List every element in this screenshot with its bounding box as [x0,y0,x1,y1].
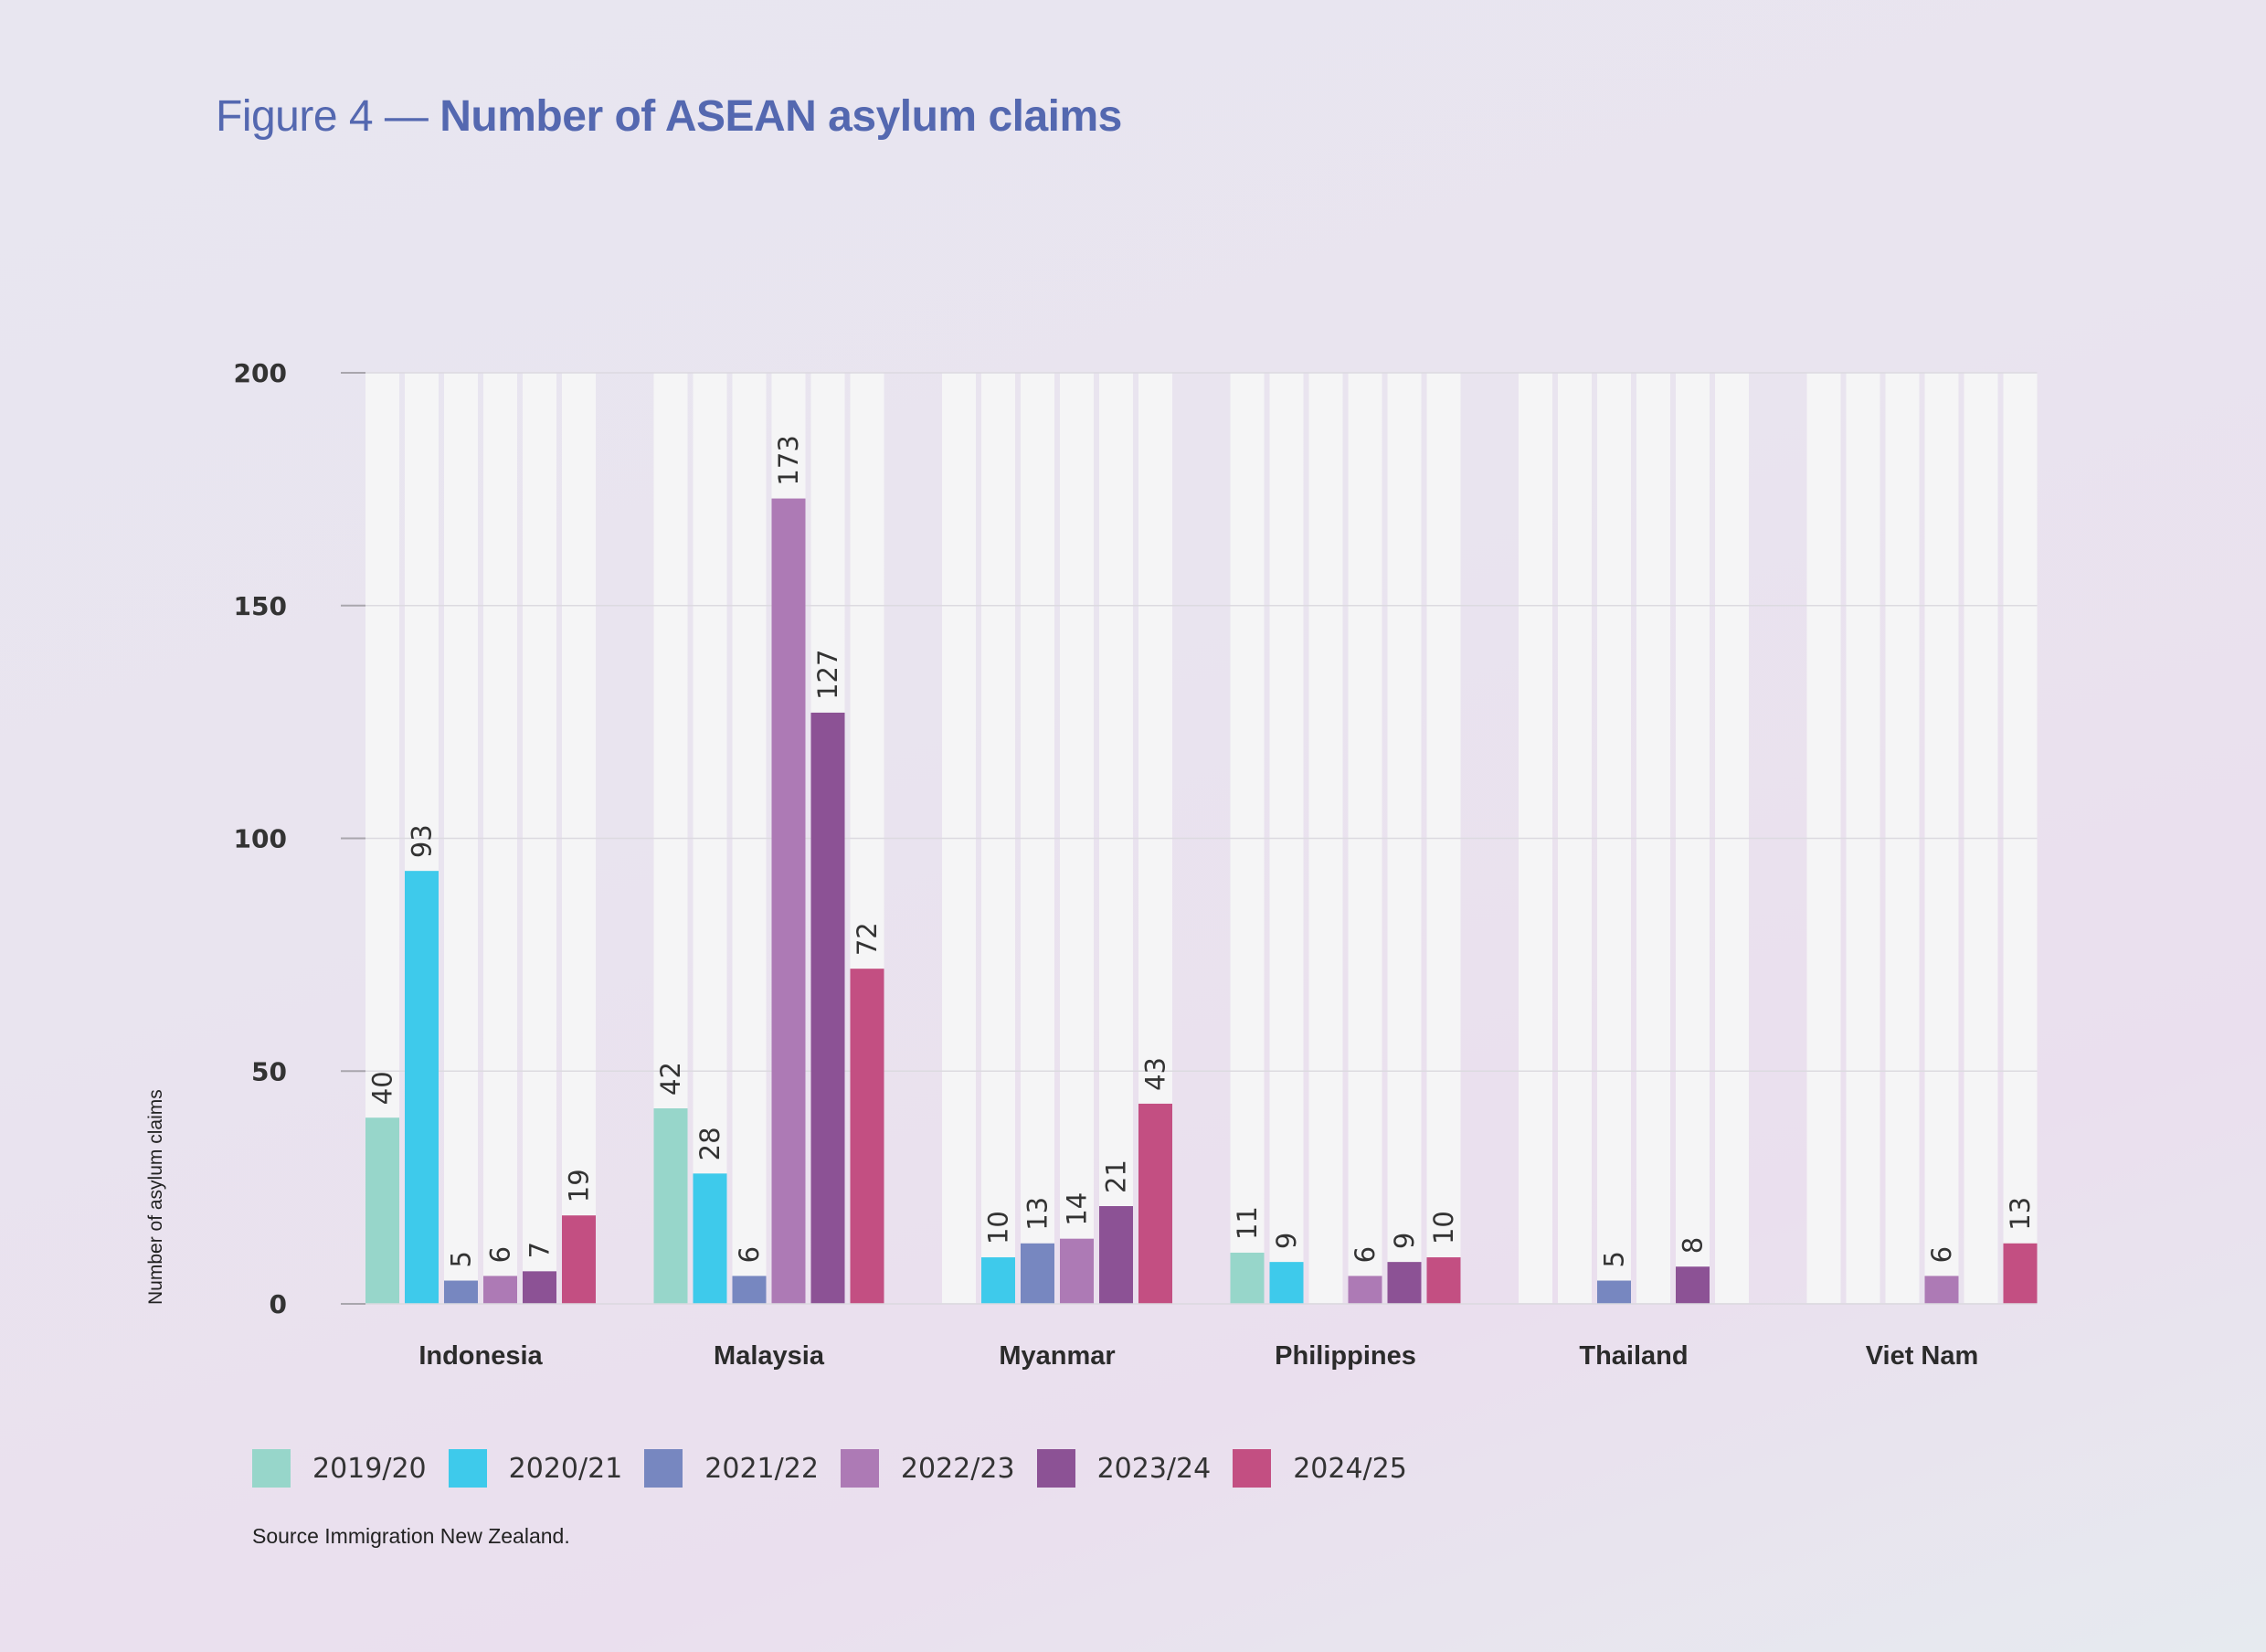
data-label: 127 [812,650,843,700]
y-tick-label: 200 [234,358,287,388]
legend-label: 2023/24 [1096,1452,1212,1485]
data-label: 5 [446,1251,477,1267]
bar [981,1257,1015,1304]
data-label: 21 [1101,1160,1132,1193]
data-label: 28 [694,1127,725,1160]
bar [693,1173,727,1304]
legend-item: 2024/25 [1233,1449,1407,1488]
y-axis: 0 50 100 150 200 [234,358,365,1319]
x-tick-label: Indonesia [418,1341,543,1371]
y-tick-label: 0 [270,1289,287,1319]
legend-swatch [1233,1449,1272,1488]
legend-swatch [448,1449,487,1488]
bar [1676,1266,1710,1304]
x-tick-label: Viet Nam [1866,1341,1979,1371]
figure-title: Number of ASEAN asylum claims [439,92,1122,141]
bar [1138,1103,1172,1304]
legend-label: 2019/20 [312,1452,427,1485]
data-label: 40 [367,1071,398,1105]
chart-title: Figure 4 — Number of ASEAN asylum claims [216,91,1122,142]
bar [1230,1252,1265,1304]
gridlines [365,372,2038,1305]
bar [1924,1276,1959,1304]
figure-number: Figure 4 — [216,92,440,141]
legend-label: 2024/25 [1293,1452,1407,1485]
source-note: Source Immigration New Zealand. [252,1524,570,1548]
bar [2003,1243,2038,1304]
data-label: 9 [1271,1233,1302,1249]
legend-swatch [252,1449,291,1488]
legend-swatch [840,1449,879,1488]
bar [771,498,806,1304]
data-label: 10 [1428,1211,1459,1244]
data-label: 14 [1062,1192,1093,1226]
legend-label: 2020/21 [508,1452,623,1485]
y-tick-label: 150 [234,591,287,621]
legend-label: 2021/22 [704,1452,819,1485]
y-tick-label: 100 [234,824,287,854]
data-label: 6 [1926,1246,1957,1263]
data-label: 8 [1678,1237,1709,1254]
bar [850,969,884,1304]
data-label: 7 [524,1242,556,1258]
legend-swatch [1036,1449,1075,1488]
bar [653,1108,688,1304]
data-label: 6 [1350,1246,1381,1263]
legend-item: 2023/24 [1036,1449,1212,1488]
data-label: 6 [485,1246,516,1263]
bar [365,1117,399,1304]
bar [444,1280,478,1304]
bar [1269,1262,1304,1304]
data-label: 19 [564,1169,595,1202]
bar [1348,1276,1382,1304]
legend-swatch [644,1449,683,1488]
bar [1426,1257,1461,1304]
data-label: 43 [1140,1057,1171,1091]
bar [732,1276,767,1304]
bar [483,1276,517,1304]
x-tick-label: Philippines [1275,1341,1416,1371]
legend-item: 2021/22 [644,1449,819,1488]
bar [810,712,845,1304]
bar [1597,1280,1631,1304]
data-label: 13 [1022,1197,1054,1231]
data-label: 9 [1389,1233,1420,1249]
bar [1099,1206,1133,1304]
data-label: 11 [1232,1206,1263,1240]
bars [365,498,2038,1304]
legend-item: 2019/20 [252,1449,427,1488]
y-tick-label: 50 [251,1056,287,1086]
x-tick-label: Myanmar [999,1341,1115,1371]
bar [1060,1238,1094,1304]
data-label: 13 [2005,1197,2036,1231]
legend-item: 2020/21 [448,1449,623,1488]
x-axis: Indonesia Malaysia Myanmar Philippines Thail… [365,1303,2038,1371]
legend: 2019/20 2020/21 2021/22 2022/23 2023/24 2024/… [252,1449,1429,1488]
legend-label: 2022/23 [900,1452,1015,1485]
data-label: 42 [655,1062,686,1096]
bar [1387,1262,1422,1304]
data-label: 6 [734,1246,765,1263]
bar [1021,1243,1054,1304]
y-axis-label: Number of asylum claims [145,1089,166,1305]
bar [562,1215,596,1304]
data-label: 10 [983,1211,1014,1244]
bar [405,871,439,1304]
data-label: 72 [852,922,883,956]
legend-item: 2022/23 [840,1449,1015,1488]
bar [523,1271,556,1304]
data-label: 173 [773,435,804,485]
x-tick-label: Thailand [1579,1341,1688,1371]
x-tick-label: Malaysia [714,1341,825,1371]
data-label: 93 [407,824,438,858]
data-label: 5 [1599,1251,1630,1267]
